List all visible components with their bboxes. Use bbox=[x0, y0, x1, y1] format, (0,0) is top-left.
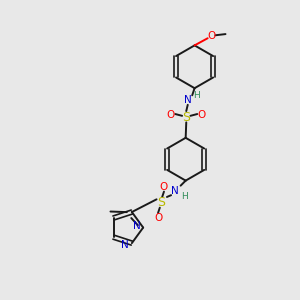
Text: N: N bbox=[184, 95, 192, 105]
Text: H: H bbox=[193, 91, 200, 100]
Text: O: O bbox=[154, 213, 162, 223]
Text: O: O bbox=[160, 182, 168, 192]
Text: N: N bbox=[133, 221, 140, 231]
Text: N: N bbox=[121, 241, 128, 250]
Text: O: O bbox=[167, 110, 175, 120]
Text: S: S bbox=[182, 110, 190, 124]
Text: O: O bbox=[207, 31, 215, 41]
Text: O: O bbox=[198, 110, 206, 120]
Text: H: H bbox=[182, 192, 188, 201]
Text: S: S bbox=[157, 196, 165, 209]
Text: N: N bbox=[171, 186, 179, 196]
